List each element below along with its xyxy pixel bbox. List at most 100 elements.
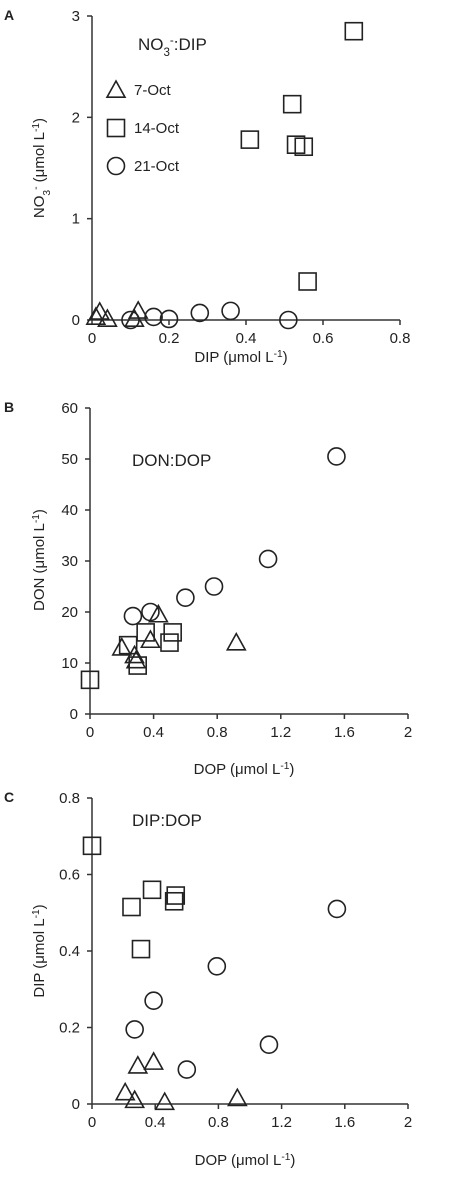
- y-axis-label: DIP (μmol L-1): [31, 904, 49, 997]
- y-tick-label: 40: [61, 502, 78, 519]
- data-point: [89, 301, 111, 320]
- panel-letter: C: [4, 789, 14, 805]
- x-axis-label: DIP (μmol L-1): [194, 349, 287, 367]
- data-point: [282, 94, 302, 114]
- data-point: [97, 308, 118, 327]
- data-point: [80, 670, 100, 690]
- data-point: [225, 631, 247, 651]
- y-tick-label: 3: [72, 8, 80, 25]
- legend-label: 7-Oct: [134, 82, 172, 99]
- y-tick-label: 0: [72, 1096, 80, 1113]
- series-square: [82, 836, 186, 959]
- x-tick-label: 0: [86, 724, 94, 741]
- data-point: [279, 310, 298, 330]
- x-tick-label: 0.2: [159, 330, 180, 347]
- legend: 7-Oct 14-Oct 21-Oct: [105, 79, 180, 176]
- data-point: [190, 303, 210, 323]
- y-tick-label: 0: [72, 312, 80, 329]
- x-tick-label: 0: [88, 1114, 96, 1131]
- data-point: [128, 656, 147, 675]
- data-point: [154, 1091, 176, 1111]
- data-point: [327, 899, 347, 919]
- panel-c: C 0 0.2 0.4 0.6 0.8 0 0.4 0.8 1.2 1.6 2 DIP:DOP DOP (…: [4, 789, 412, 1169]
- x-tick-label: 0.4: [236, 330, 257, 347]
- panel-a: A 0 1 2 3 0 0.2 0.4 0.6 0.8 NO3-:DIP DIP (μmol L-1)…: [4, 7, 410, 366]
- x-tick-label: 0.8: [208, 1114, 229, 1131]
- series-triangle: [114, 1051, 248, 1111]
- y-axis-label: NO3- (μmol L-1): [31, 118, 53, 218]
- data-point: [166, 886, 186, 905]
- y-tick-label: 0.8: [59, 790, 80, 807]
- data-point: [159, 309, 179, 329]
- x-tick-label: 1.2: [271, 1114, 292, 1131]
- y-tick-label: 2: [72, 109, 80, 126]
- series-square: [80, 623, 182, 690]
- data-point: [327, 447, 346, 466]
- legend-label: 21-Oct: [134, 158, 180, 175]
- data-point: [123, 606, 143, 626]
- data-point: [259, 1035, 279, 1055]
- data-point: [207, 956, 227, 976]
- y-tick-label: 60: [61, 400, 78, 417]
- data-point: [258, 549, 278, 569]
- data-point: [142, 880, 162, 900]
- data-point: [227, 1087, 248, 1107]
- x-tick-label: 2: [404, 724, 412, 741]
- data-point: [122, 897, 141, 917]
- data-point: [131, 939, 151, 959]
- y-tick-label: 1: [72, 211, 80, 228]
- chart-title: DON:DOP: [132, 451, 211, 470]
- legend-label: 14-Oct: [134, 120, 180, 137]
- data-point: [298, 272, 317, 291]
- legend-marker-triangle: [105, 79, 127, 98]
- y-tick-label: 50: [61, 451, 78, 468]
- data-point: [118, 635, 138, 655]
- data-point: [125, 649, 147, 669]
- x-tick-label: 1.2: [270, 724, 291, 741]
- y-tick-label: 0.4: [59, 943, 80, 960]
- data-point: [163, 623, 182, 642]
- data-point: [294, 137, 314, 157]
- y-axis-label: DON (μmol L-1): [31, 509, 49, 611]
- data-point: [221, 301, 240, 321]
- data-point: [177, 1060, 197, 1079]
- data-point: [136, 623, 155, 642]
- data-point: [127, 1055, 149, 1074]
- data-point: [144, 991, 163, 1011]
- chart-title: DIP:DOP: [132, 811, 202, 830]
- y-tick-label: 10: [61, 655, 78, 672]
- y-tick-label: 0.6: [59, 867, 80, 884]
- x-tick-label: 0: [88, 330, 96, 347]
- series-circle: [123, 447, 346, 626]
- data-point: [204, 577, 224, 596]
- data-point: [160, 633, 179, 652]
- legend-marker-square: [106, 118, 126, 138]
- x-tick-label: 2: [404, 1114, 412, 1131]
- x-tick-label: 1.6: [334, 1114, 355, 1131]
- x-axis-label: DOP (μmol L-1): [195, 1152, 296, 1170]
- panel-letter: A: [4, 7, 14, 23]
- data-point: [148, 603, 169, 623]
- x-tick-label: 0.4: [145, 1114, 166, 1131]
- data-point: [111, 637, 133, 656]
- x-tick-label: 0.8: [390, 330, 411, 347]
- data-point: [85, 306, 107, 325]
- y-tick-label: 0.2: [59, 1020, 80, 1037]
- data-point: [121, 310, 140, 330]
- data-point: [344, 21, 364, 41]
- panel-letter: B: [4, 399, 14, 415]
- data-point: [125, 1020, 144, 1039]
- data-point: [176, 588, 195, 608]
- data-point: [164, 891, 184, 911]
- y-tick-label: 30: [61, 553, 78, 570]
- data-point: [240, 130, 260, 149]
- data-point: [144, 307, 163, 327]
- data-point: [141, 602, 160, 622]
- x-axis-label: DOP (μmol L-1): [194, 761, 295, 779]
- series-square: [240, 21, 364, 291]
- data-point: [114, 1081, 136, 1101]
- y-tick-label: 0: [70, 706, 78, 723]
- x-tick-label: 0.4: [143, 724, 164, 741]
- data-point: [143, 1051, 164, 1070]
